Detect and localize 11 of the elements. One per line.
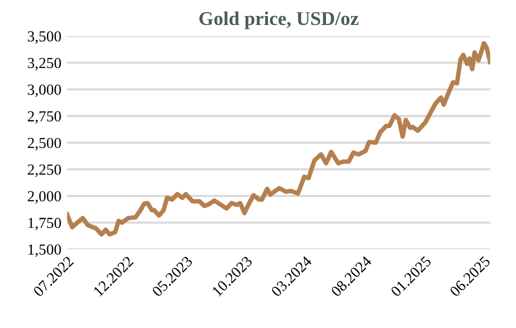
y-tick-label: 2,750	[28, 111, 61, 124]
y-tick-label: 2,250	[28, 164, 61, 177]
y-tick-label: 3,000	[28, 84, 61, 98]
y-tick-label: 2,000	[28, 191, 61, 204]
line-series	[67, 40, 490, 237]
y-tick-label: 1,500	[28, 244, 61, 257]
chart-title: Gold price, USD/oz	[199, 11, 358, 30]
y-tick-label: 3,500	[28, 31, 61, 44]
y-tick-label: 3,250	[28, 58, 61, 70]
y-tick-label: 1,750	[28, 218, 61, 230]
y-tick-label: 2,500	[28, 138, 61, 150]
